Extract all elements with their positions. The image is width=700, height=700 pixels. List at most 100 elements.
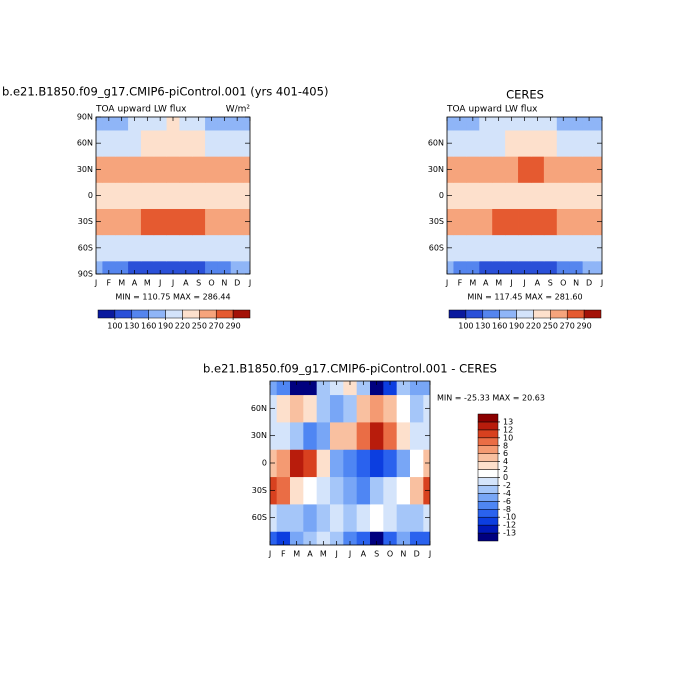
cell	[153, 260, 167, 274]
cell	[316, 422, 331, 450]
cell	[410, 449, 424, 478]
cell	[102, 130, 116, 157]
cell	[303, 531, 318, 545]
x-tick-label: J	[348, 550, 351, 559]
colorbar-box	[583, 309, 602, 319]
cell	[290, 531, 304, 545]
cell	[166, 234, 180, 262]
colorbar-label: 160	[492, 322, 507, 331]
colorbar-box	[477, 469, 499, 478]
y-tick-label: 0	[88, 191, 93, 200]
cell	[370, 504, 384, 532]
cell	[102, 182, 116, 209]
cell	[128, 208, 142, 236]
cell	[453, 130, 467, 157]
y-tick-label: 60N	[251, 404, 267, 413]
y-tick-label: 60S	[429, 243, 444, 252]
cell	[290, 449, 304, 478]
cell	[356, 531, 371, 545]
cell	[447, 117, 454, 131]
x-tick-label: M	[495, 279, 502, 288]
colorbar-box	[148, 309, 166, 319]
cell	[140, 117, 155, 131]
x-tick-label: A	[535, 279, 541, 288]
colorbar-box	[477, 501, 499, 510]
cell	[303, 381, 318, 396]
cell	[330, 504, 344, 532]
cell	[518, 260, 532, 274]
colorbar-box	[477, 485, 499, 494]
x-tick-label: O	[208, 279, 214, 288]
cell	[102, 208, 116, 236]
y-tick-label: 60N	[428, 139, 444, 148]
colorbar-box	[482, 309, 500, 319]
cell	[303, 476, 318, 505]
cell	[217, 182, 232, 209]
cell	[115, 130, 129, 157]
colorbar-label: 270	[560, 322, 575, 331]
y-tick-label: 30S	[429, 217, 444, 226]
colorbar-box	[477, 437, 499, 446]
cell	[192, 130, 206, 157]
cell	[270, 381, 278, 396]
cell	[396, 422, 411, 450]
cell	[569, 182, 584, 209]
cell	[217, 208, 232, 236]
y-tick-label: 60S	[252, 513, 267, 522]
cell	[115, 156, 129, 183]
cell	[140, 182, 155, 209]
x-tick-label: F	[281, 550, 286, 559]
cell	[466, 130, 480, 157]
cell	[423, 381, 430, 396]
x-tick-label: D	[414, 550, 420, 559]
cell	[316, 449, 331, 478]
x-tick-label: N	[400, 550, 406, 559]
x-tick-label: J	[600, 279, 603, 288]
cell	[505, 117, 519, 131]
cell	[383, 476, 398, 505]
cell	[115, 208, 129, 236]
cell	[205, 234, 219, 262]
x-tick-label: J	[509, 279, 512, 288]
cell	[356, 449, 371, 478]
cell	[115, 117, 129, 131]
x-tick-label: J	[428, 550, 431, 559]
x-tick-label: J	[248, 279, 251, 288]
cell	[530, 156, 545, 183]
cell	[543, 182, 558, 209]
cell	[343, 449, 358, 478]
cell	[543, 260, 558, 274]
cell	[543, 130, 558, 157]
colorbar-label: 13	[503, 417, 513, 426]
cell	[569, 130, 584, 157]
cell	[230, 208, 244, 236]
cell	[303, 394, 318, 423]
cell	[370, 449, 384, 478]
cell	[290, 381, 304, 396]
cell	[153, 208, 167, 236]
cell	[453, 156, 467, 183]
cell	[128, 156, 142, 183]
cell	[569, 156, 584, 183]
cell	[316, 504, 331, 532]
cell	[243, 117, 250, 131]
cell	[530, 260, 545, 274]
colorbar-box	[477, 524, 499, 534]
y-tick-label: 30S	[78, 217, 93, 226]
cell	[96, 117, 103, 131]
cell	[383, 394, 398, 423]
cell	[447, 260, 454, 274]
cell	[166, 130, 180, 157]
colorbar-box	[465, 309, 484, 319]
cell	[492, 260, 506, 274]
cell	[217, 260, 232, 274]
cell	[582, 234, 596, 262]
cell	[383, 531, 398, 545]
cell	[140, 156, 155, 183]
x-tick-label: J	[94, 279, 97, 288]
cell	[410, 394, 424, 423]
cell	[466, 156, 480, 183]
colorbar-box	[533, 309, 551, 319]
y-tick-label: 90N	[77, 113, 93, 122]
y-tick-label: 90S	[78, 270, 93, 279]
